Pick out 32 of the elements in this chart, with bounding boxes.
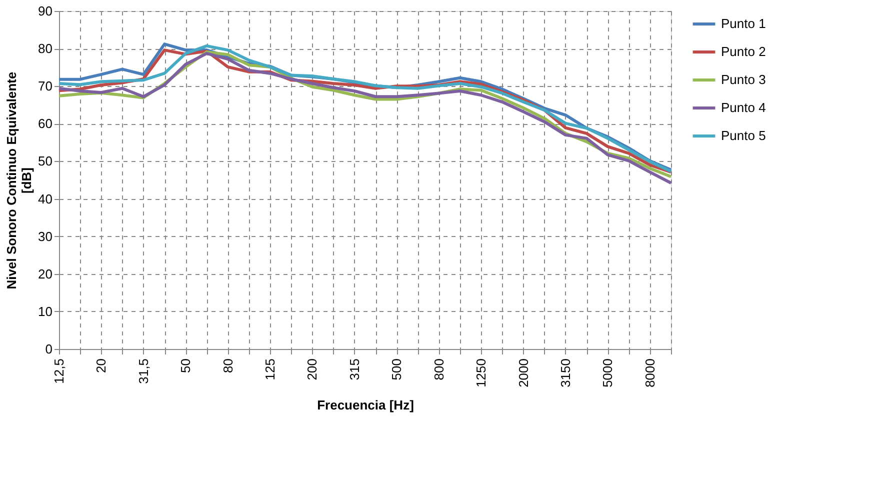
x-tick-label: 3150 bbox=[558, 358, 573, 388]
y-tick-label: 80 bbox=[38, 41, 52, 56]
x-tick-label: 2000 bbox=[516, 358, 531, 388]
legend-label: Punto 2 bbox=[721, 44, 766, 59]
y-tick-label: 40 bbox=[38, 191, 52, 206]
x-tick-label: 500 bbox=[389, 358, 404, 380]
x-tick-label: 200 bbox=[304, 358, 320, 380]
y-tick-label: 90 bbox=[38, 4, 52, 18]
legend-label: Punto 3 bbox=[721, 72, 766, 87]
x-tick-label: 31,5 bbox=[136, 358, 151, 384]
y-tick-label: 30 bbox=[38, 228, 52, 244]
x-tick-label: 20 bbox=[94, 358, 109, 373]
x-tick-label: 1250 bbox=[474, 358, 489, 388]
y-tick-label: 0 bbox=[45, 342, 52, 356]
x-axis-title: Frecuencia [Hz] bbox=[317, 397, 414, 412]
y-tick-label: 70 bbox=[38, 78, 52, 94]
x-tick-label: 5000 bbox=[600, 358, 616, 388]
y-tick-label: 10 bbox=[38, 304, 52, 319]
y-axis-title: Nivel Sonoro Continuo Equivalente [dB] bbox=[4, 72, 34, 290]
x-tick-label: 8000 bbox=[642, 358, 658, 388]
x-tick-label: 80 bbox=[220, 358, 236, 373]
y-tick-label: 50 bbox=[38, 154, 52, 169]
legend-label: Punto 1 bbox=[721, 16, 766, 31]
x-tick-label: 125 bbox=[262, 358, 278, 380]
y-tick-label: 20 bbox=[38, 266, 52, 282]
x-tick-label: 50 bbox=[178, 358, 194, 373]
legend-label: Punto 5 bbox=[721, 128, 766, 143]
legend-label: Punto 4 bbox=[721, 100, 766, 115]
x-tick-label: 315 bbox=[346, 358, 362, 380]
y-tick-label: 60 bbox=[38, 116, 52, 132]
x-tick-label: 12,5 bbox=[52, 358, 66, 384]
x-tick-label: 800 bbox=[431, 358, 446, 380]
